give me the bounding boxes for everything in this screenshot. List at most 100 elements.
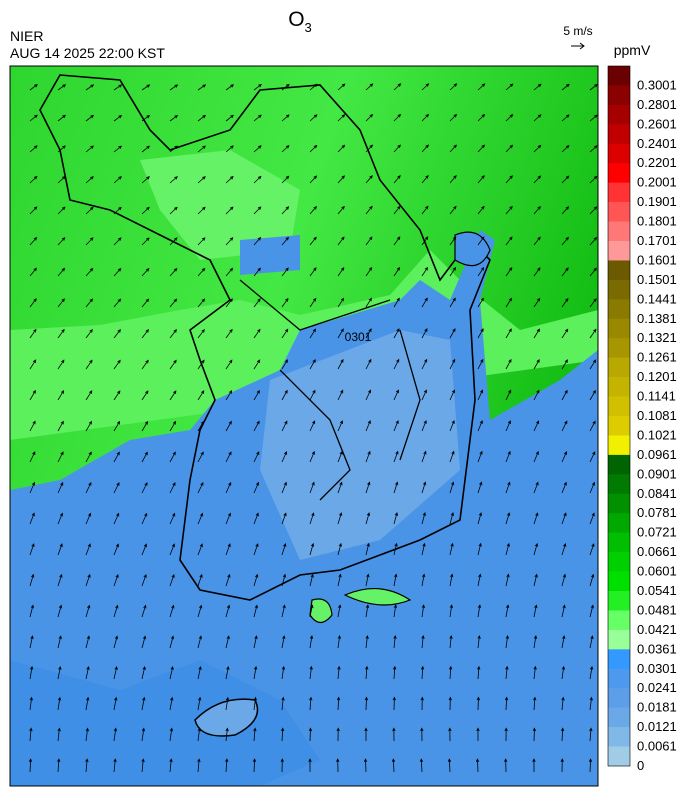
wind-arrow xyxy=(477,604,482,618)
wind-arrow xyxy=(85,451,92,463)
wind-arrow xyxy=(113,635,119,649)
colorbar-bin xyxy=(608,104,630,125)
wind-arrow xyxy=(561,389,568,401)
wind-arrow xyxy=(29,481,36,494)
wind-arrow xyxy=(589,635,594,649)
wind-arrow xyxy=(197,237,206,246)
wind-arrow xyxy=(197,451,204,463)
wind-arrow xyxy=(589,665,594,680)
wind-arrow xyxy=(169,512,176,525)
wind-arrow xyxy=(113,451,120,463)
wind-arrow xyxy=(29,512,35,525)
wind-arrow xyxy=(309,542,315,556)
wind-arrow xyxy=(309,114,318,122)
wind-arrow xyxy=(225,420,232,432)
wind-arrow xyxy=(29,114,38,122)
wind-arrow xyxy=(169,237,178,246)
wind-arrow xyxy=(477,481,483,494)
colorbar-label: 0.0121 xyxy=(637,719,677,734)
wind-arrow xyxy=(85,635,90,649)
wind-arrow xyxy=(365,236,373,246)
colorbar-bin xyxy=(608,357,630,378)
wind-arrow xyxy=(477,297,484,308)
wind-arrow xyxy=(421,297,428,308)
wind-arrow xyxy=(505,481,511,494)
wind-arrow xyxy=(365,205,373,215)
wind-arrow xyxy=(281,328,289,339)
wind-arrow xyxy=(113,298,122,308)
wind-arrow xyxy=(85,237,94,246)
wind-arrow xyxy=(113,512,120,525)
wind-arrow xyxy=(309,635,314,649)
wind-arrow xyxy=(169,267,178,277)
wind-arrow xyxy=(448,696,452,711)
wind-arrow xyxy=(337,114,346,122)
wind-arrow xyxy=(533,604,538,618)
wind-arrow xyxy=(533,83,542,91)
wind-arrow xyxy=(169,482,176,494)
wind-arrow xyxy=(504,758,508,773)
wind-arrow xyxy=(113,758,117,773)
wind-arrow xyxy=(57,420,64,432)
wind-arrow xyxy=(141,329,149,339)
wind-arrow xyxy=(113,420,121,432)
wind-arrow xyxy=(141,543,147,556)
wind-arrow xyxy=(533,573,538,587)
wind-arrow xyxy=(532,758,536,773)
coastline xyxy=(39,74,491,601)
wind-arrow xyxy=(337,542,342,556)
colorbar-bin xyxy=(608,571,630,592)
wind-arrow xyxy=(29,298,37,308)
wind-arrow xyxy=(197,114,207,122)
wind-arrow xyxy=(225,481,232,494)
wind-arrow xyxy=(281,175,290,184)
wind-arrow xyxy=(225,206,234,215)
wind-arrow xyxy=(85,328,93,339)
wind-arrow xyxy=(197,145,206,153)
wind-arrow xyxy=(225,573,231,587)
wind-arrow xyxy=(197,543,203,556)
wind-arrow xyxy=(85,390,93,401)
wind-arrow xyxy=(533,297,541,308)
wind-arrow xyxy=(589,359,597,370)
wind-arrow xyxy=(393,573,398,587)
colorbar-bin xyxy=(608,435,630,456)
wind-arrow xyxy=(364,696,369,711)
wind-arrow xyxy=(533,512,539,525)
colorbar-bin xyxy=(608,85,630,106)
wind-arrow xyxy=(225,390,233,401)
wind-arrow xyxy=(365,512,371,525)
wind-arrow xyxy=(337,267,345,277)
colorbar-bin xyxy=(608,454,630,475)
wind-arrow xyxy=(421,236,429,246)
wind-arrow xyxy=(561,450,568,463)
wind-arrow xyxy=(561,206,570,215)
wind-arrow xyxy=(393,450,399,463)
wind-arrow xyxy=(29,635,34,649)
wind-arrow xyxy=(309,297,317,308)
wind-arrow xyxy=(225,298,233,308)
wind-arrow xyxy=(197,390,205,401)
colorbar-bin xyxy=(608,591,630,611)
wind-arrow xyxy=(393,175,401,184)
wind-arrow xyxy=(365,542,370,556)
wind-arrow xyxy=(505,450,511,463)
colorbar-bin xyxy=(608,727,630,747)
colorbar-bin xyxy=(608,474,630,495)
wind-arrow xyxy=(505,297,513,308)
wind-arrow xyxy=(365,144,374,153)
wind-arrow xyxy=(281,267,289,277)
wind-arrow xyxy=(421,389,427,401)
wind-arrow xyxy=(169,206,178,215)
wind-arrow xyxy=(169,176,178,184)
wind-arrow xyxy=(253,635,258,649)
wind-arrow xyxy=(85,206,94,215)
wind-arrow xyxy=(337,635,341,649)
wind-arrow xyxy=(253,298,261,308)
colorbar-bin xyxy=(608,124,630,145)
wind-arrow xyxy=(85,512,92,525)
wind-arrow xyxy=(280,727,285,742)
wind-arrow xyxy=(365,328,372,339)
wind-arrow xyxy=(449,419,455,432)
wind-arrow xyxy=(365,175,373,184)
